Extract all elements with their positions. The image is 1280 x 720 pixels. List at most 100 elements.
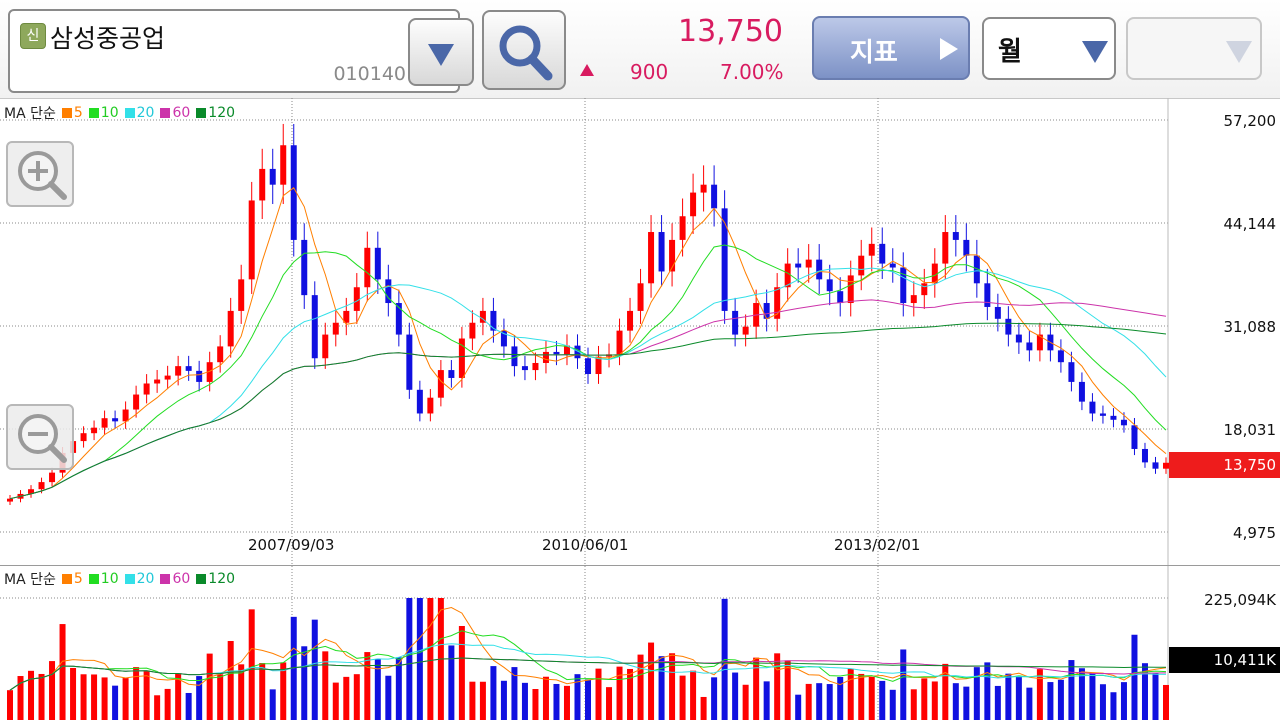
legend-swatch	[196, 108, 207, 118]
current-price: 13,750	[678, 14, 783, 49]
volume-bar	[238, 664, 245, 720]
volume-bar	[322, 651, 329, 720]
volume-bar	[1099, 684, 1106, 720]
y-tick-label: 44,144	[1223, 215, 1277, 233]
volume-bar	[763, 681, 770, 720]
volume-bar	[112, 685, 119, 720]
legend-item: 60	[172, 105, 191, 121]
candle	[910, 281, 917, 317]
candle	[416, 380, 423, 422]
current-price-tag: 13,750	[1169, 452, 1280, 478]
candle	[648, 215, 655, 298]
candle	[395, 289, 402, 347]
candle	[637, 268, 644, 324]
candle	[280, 123, 287, 205]
volume-bar	[805, 683, 812, 720]
search-button[interactable]	[482, 10, 566, 90]
stock-selector[interactable]: 신 삼성중공업 010140	[8, 9, 460, 93]
secondary-select[interactable]	[1126, 17, 1262, 80]
candle	[679, 198, 686, 257]
stock-dropdown-button[interactable]	[408, 18, 474, 86]
volume-bar	[742, 684, 749, 720]
candle	[1026, 331, 1033, 362]
volume-bar	[364, 652, 371, 720]
candle	[994, 293, 1001, 332]
legend-item: 120	[208, 571, 236, 587]
volume-bar	[416, 598, 423, 720]
candle	[311, 281, 318, 369]
volume-bar	[837, 676, 844, 720]
volume-bar	[38, 673, 45, 720]
volume-bar	[1015, 676, 1022, 720]
candle	[816, 244, 823, 294]
candle	[795, 248, 802, 283]
volume-bar	[700, 696, 707, 720]
volume-bar	[269, 689, 276, 720]
legend-item: 5	[73, 105, 83, 121]
credit-badge: 신	[20, 23, 46, 49]
volume-bar	[973, 667, 980, 720]
candle	[721, 190, 728, 324]
volume-bar	[784, 660, 791, 720]
candle	[143, 374, 150, 404]
legend-swatch	[61, 108, 72, 118]
candle	[1110, 408, 1117, 428]
price-ma-legend: MA 단순 5 10 20 60 120	[4, 103, 235, 123]
candle	[669, 223, 676, 287]
candle	[101, 410, 108, 435]
candle	[826, 264, 833, 306]
zoom-in-button[interactable]	[6, 141, 74, 207]
volume-bar	[490, 666, 497, 720]
price-change: 900	[630, 60, 669, 84]
zoom-out-icon	[18, 414, 67, 463]
volume-bar	[448, 645, 455, 720]
candle	[711, 165, 718, 227]
legend-swatch	[196, 574, 207, 584]
volume-bar	[816, 683, 823, 720]
candle	[742, 314, 749, 347]
legend-swatch	[88, 574, 99, 584]
volume-bar	[669, 653, 676, 720]
volume-bar	[1026, 687, 1033, 720]
candle	[1131, 418, 1138, 456]
volume-bar	[595, 668, 602, 720]
volume-bar	[984, 662, 991, 720]
y-tick-label: 31,088	[1223, 318, 1277, 336]
volume-bar	[1120, 682, 1127, 720]
zoom-out-button[interactable]	[6, 404, 74, 470]
volume-bar	[175, 673, 182, 720]
chevron-down-icon	[1082, 41, 1108, 63]
volume-bar	[963, 686, 970, 720]
legend-item: 60	[172, 571, 191, 587]
volume-bar	[521, 682, 528, 720]
price-chart[interactable]	[0, 98, 1280, 568]
candle	[154, 369, 161, 393]
panel-divider	[0, 565, 1280, 566]
candle	[332, 310, 339, 347]
candle	[290, 123, 297, 257]
volume-bar	[311, 619, 318, 720]
volume-ma-line-10	[9, 630, 1167, 691]
candle	[406, 322, 413, 399]
candle	[868, 227, 875, 272]
period-select[interactable]: 월	[982, 17, 1116, 80]
chevron-down-icon	[428, 44, 454, 66]
volume-bar	[921, 678, 928, 720]
legend-swatch	[160, 108, 171, 118]
candle	[374, 231, 381, 294]
candle	[532, 352, 539, 381]
volume-bar	[942, 663, 949, 720]
volume-bar	[101, 677, 108, 720]
volume-bar	[994, 685, 1001, 720]
volume-bar	[353, 674, 360, 720]
volume-bar	[143, 670, 150, 720]
volume-bar	[290, 616, 297, 720]
legend-swatch	[124, 574, 135, 584]
volume-bar	[1141, 663, 1148, 720]
volume-bar	[616, 666, 623, 720]
volume-bar	[80, 674, 87, 720]
volume-bar	[900, 649, 907, 720]
volume-chart[interactable]	[0, 566, 1280, 720]
indicator-button[interactable]: 지표	[812, 16, 970, 80]
legend-item: 10	[100, 571, 119, 587]
